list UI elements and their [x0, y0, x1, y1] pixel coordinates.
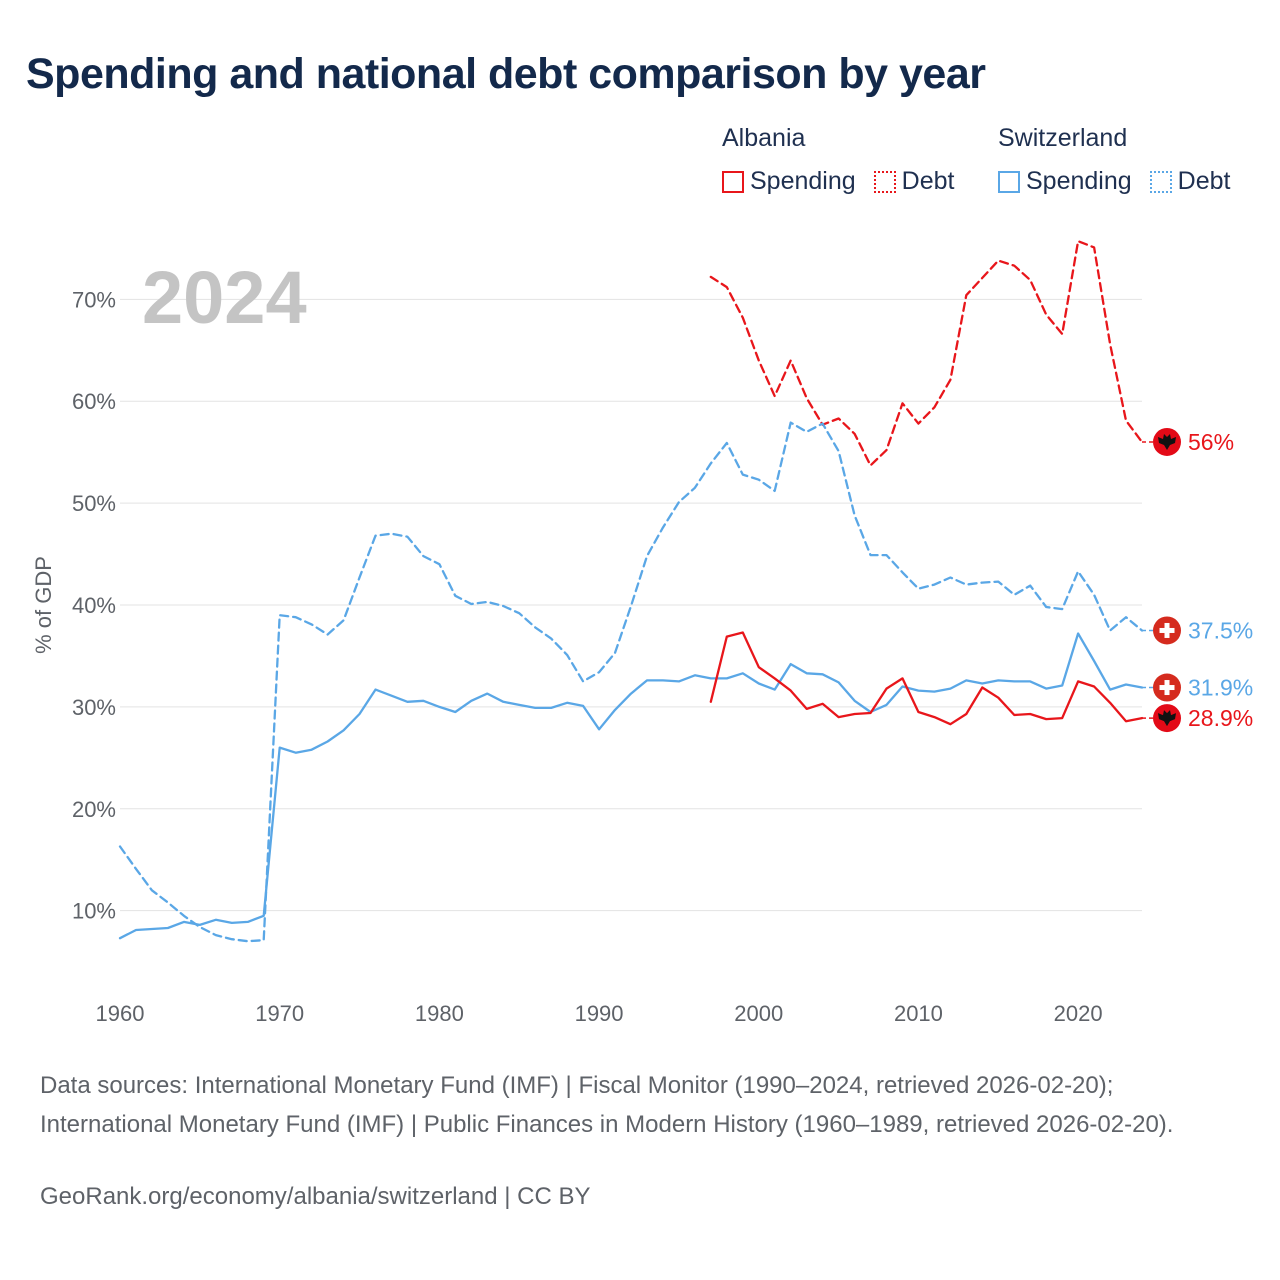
legend-switzerland-spending[interactable]: Spending [998, 167, 1132, 196]
dotted-swatch-icon [873, 170, 896, 193]
data-sources: Data sources: International Monetary Fun… [40, 1072, 1174, 1138]
x-tick-label: 1980 [415, 1001, 464, 1026]
line-chart: 2024 10% 20% 30% 40% 50% 60% 70% 1960 1970 1980 19… [31, 240, 1253, 1026]
x-tick-label: 1960 [96, 1001, 145, 1026]
switzerland-debt-line[interactable] [118, 421, 1144, 943]
x-tick-label: 2000 [734, 1001, 783, 1026]
end-value-label: 31.9% [1188, 675, 1253, 701]
switzerland-flag-icon [1153, 616, 1181, 645]
y-tick-label: 40% [72, 593, 116, 618]
solid-swatch-icon [722, 170, 744, 193]
legend-item-label: Debt [1177, 167, 1231, 195]
albania-flag-icon [1153, 704, 1181, 733]
legend-switzerland: Switzerland Spending Debt [998, 124, 1230, 196]
switzerland-spending-line[interactable] [118, 632, 1144, 940]
y-tick-label: 50% [72, 491, 116, 516]
end-value-label: 37.5% [1188, 617, 1253, 643]
eagle-shape [1158, 433, 1176, 450]
y-tick-label: 70% [72, 287, 116, 312]
albania-flag-icon [1153, 427, 1181, 456]
solid-swatch-icon [998, 170, 1020, 193]
y-tick-label: 10% [72, 899, 116, 924]
legend-item-label: Spending [750, 167, 856, 195]
x-tick-label: 2010 [894, 1001, 943, 1026]
x-tick-label: 2020 [1054, 1001, 1103, 1026]
albania-spending-line[interactable] [709, 631, 1144, 726]
albania-debt-line[interactable] [709, 240, 1144, 467]
eagle-shape [1158, 710, 1176, 727]
cross-bar [1159, 627, 1175, 633]
dotted-swatch-icon [1149, 170, 1172, 193]
y-tick-label: 30% [72, 695, 116, 720]
legend-item-label: Debt [901, 167, 955, 195]
y-axis-title: % of GDP [31, 556, 56, 654]
chart-title: Spending and national debt comparison by… [26, 50, 986, 98]
x-tick-label: 1970 [255, 1001, 304, 1026]
switzerland-flag-icon [1153, 673, 1181, 702]
x-tick-label: 1990 [575, 1001, 624, 1026]
end-value-label: 28.9% [1188, 705, 1253, 731]
legend-country-label: Albania [722, 124, 806, 152]
credit-link[interactable]: GeoRank.org/economy/albania/switzerland … [40, 1183, 591, 1210]
legend-albania: Albania Spending Debt [722, 124, 972, 196]
legend-switzerland-debt[interactable]: Debt [1149, 167, 1231, 196]
legend-country-label: Switzerland [998, 124, 1128, 152]
cross-bar [1159, 685, 1175, 691]
legend-albania-debt[interactable]: Debt [873, 167, 955, 196]
y-tick-label: 60% [72, 389, 116, 414]
year-watermark: 2024 [142, 256, 307, 339]
legend-item-label: Spending [1026, 167, 1132, 195]
legend-albania-spending[interactable]: Spending [722, 167, 856, 196]
end-value-label: 56% [1188, 429, 1234, 455]
y-tick-label: 20% [72, 797, 116, 822]
